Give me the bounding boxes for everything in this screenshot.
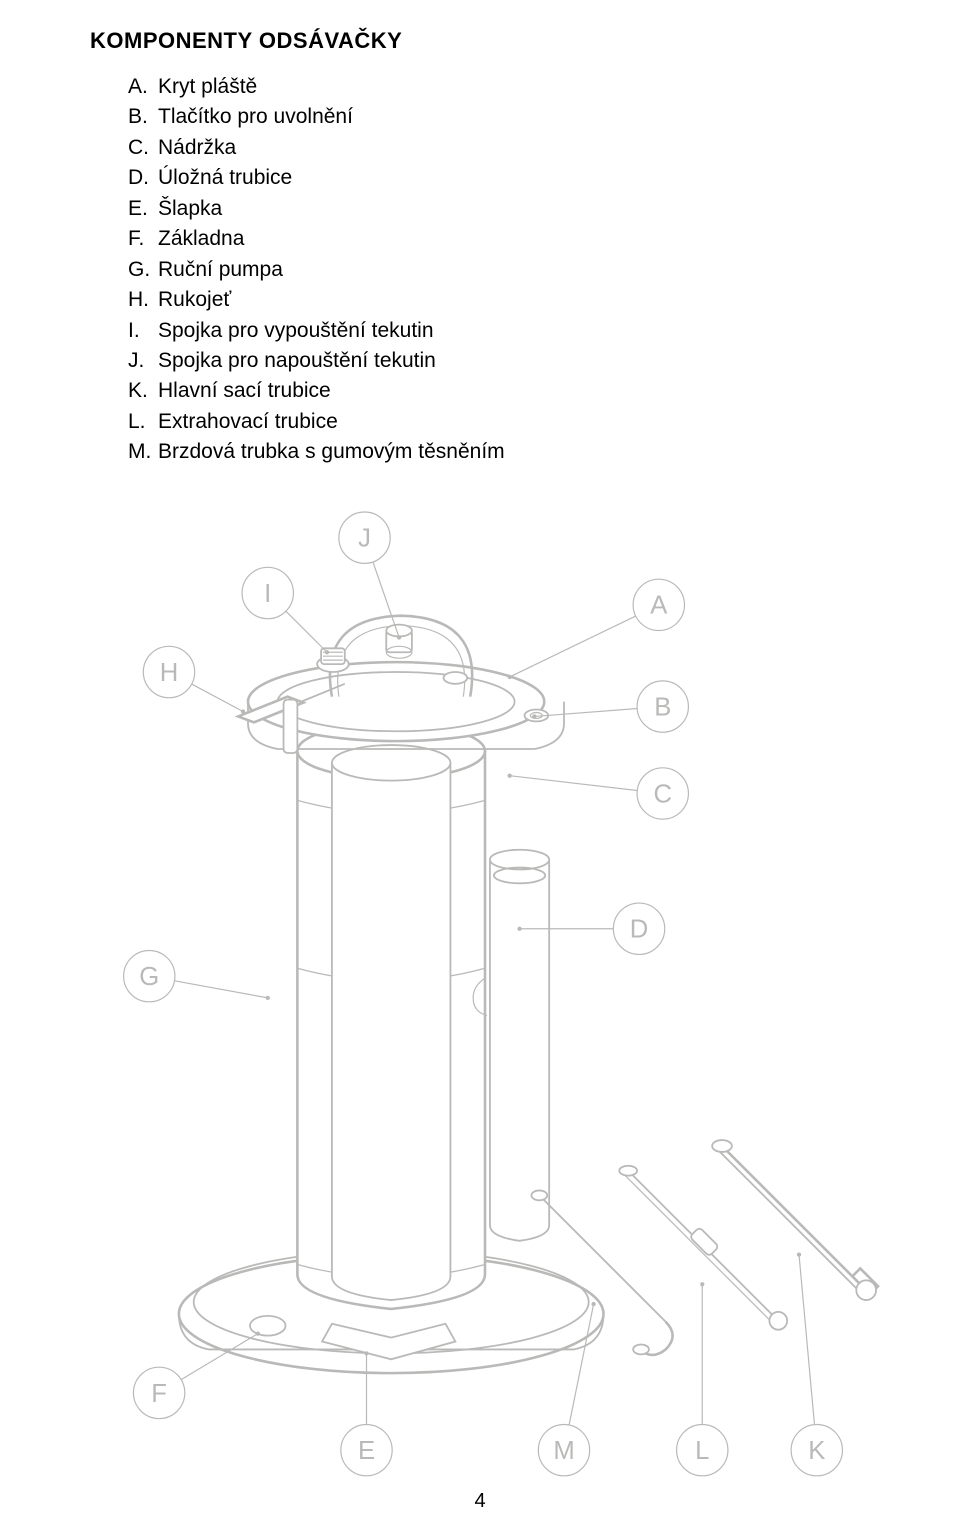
component-list: A.Kryt pláštěB.Tlačítko pro uvolněníC.Ná… xyxy=(128,72,880,468)
component-label: Tlačítko pro uvolnění xyxy=(158,102,353,132)
section-title: KOMPONENTY ODSÁVAČKY xyxy=(90,28,880,54)
component-label: Extrahovací trubice xyxy=(158,407,338,437)
component-label: Brzdová trubka s gumovým těsněním xyxy=(158,437,505,467)
component-label: Ruční pumpa xyxy=(158,255,283,285)
component-list-item: F.Základna xyxy=(128,224,880,254)
component-list-item: E.Šlapka xyxy=(128,194,880,224)
component-label: Kryt pláště xyxy=(158,72,257,102)
svg-text:G: G xyxy=(139,963,159,991)
component-list-item: D.Úložná trubice xyxy=(128,163,880,193)
svg-text:H: H xyxy=(160,659,179,687)
component-letter: K. xyxy=(128,376,158,406)
component-list-item: B.Tlačítko pro uvolnění xyxy=(128,102,880,132)
svg-text:I: I xyxy=(264,580,271,608)
svg-text:D: D xyxy=(630,915,649,943)
component-list-item: H.Rukojeť xyxy=(128,285,880,315)
diagram-container: A B C D E F G H I J K L M xyxy=(90,498,880,1483)
component-letter: F. xyxy=(128,224,158,254)
svg-text:B: B xyxy=(654,693,671,721)
svg-text:A: A xyxy=(650,591,668,619)
component-label: Nádržka xyxy=(158,133,236,163)
component-list-item: I.Spojka pro vypouštění tekutin xyxy=(128,316,880,346)
exploded-diagram: A B C D E F G H I J K L M xyxy=(90,498,880,1478)
component-letter: C. xyxy=(128,133,158,163)
svg-text:J: J xyxy=(358,524,371,552)
component-letter: L. xyxy=(128,407,158,437)
component-letter: J. xyxy=(128,346,158,376)
component-letter: H. xyxy=(128,285,158,315)
svg-text:F: F xyxy=(151,1379,167,1407)
component-letter: I. xyxy=(128,316,158,346)
component-label: Spojka pro napouštění tekutin xyxy=(158,346,436,376)
svg-text:M: M xyxy=(553,1437,574,1465)
component-label: Šlapka xyxy=(158,194,222,224)
component-label: Spojka pro vypouštění tekutin xyxy=(158,316,434,346)
component-list-item: J.Spojka pro napouštění tekutin xyxy=(128,346,880,376)
component-label: Úložná trubice xyxy=(158,163,292,193)
component-label: Rukojeť xyxy=(158,285,231,315)
page-number: 4 xyxy=(0,1490,960,1513)
component-letter: M. xyxy=(128,437,158,467)
component-letter: B. xyxy=(128,102,158,132)
component-letter: A. xyxy=(128,72,158,102)
component-letter: D. xyxy=(128,163,158,193)
component-list-item: C.Nádržka xyxy=(128,133,880,163)
page: KOMPONENTY ODSÁVAČKY A.Kryt pláštěB.Tlač… xyxy=(0,0,960,1525)
component-label: Hlavní sací trubice xyxy=(158,376,331,406)
svg-text:C: C xyxy=(653,780,672,808)
component-list-item: G.Ruční pumpa xyxy=(128,255,880,285)
component-letter: G. xyxy=(128,255,158,285)
component-label: Základna xyxy=(158,224,244,254)
component-list-item: M.Brzdová trubka s gumovým těsněním xyxy=(128,437,880,467)
svg-text:L: L xyxy=(695,1437,709,1465)
component-list-item: L.Extrahovací trubice xyxy=(128,407,880,437)
component-letter: E. xyxy=(128,194,158,224)
svg-text:K: K xyxy=(808,1437,825,1465)
svg-text:E: E xyxy=(358,1437,375,1465)
component-list-item: K.Hlavní sací trubice xyxy=(128,376,880,406)
component-list-item: A.Kryt pláště xyxy=(128,72,880,102)
